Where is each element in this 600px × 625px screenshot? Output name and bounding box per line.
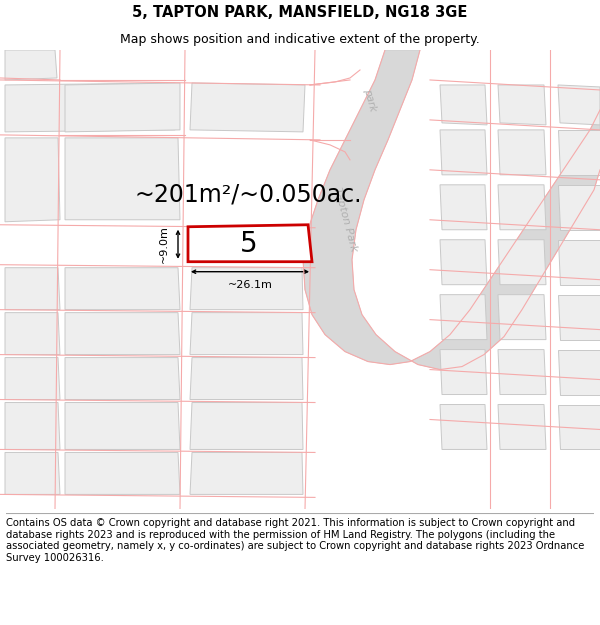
Polygon shape — [65, 452, 180, 494]
Polygon shape — [5, 312, 60, 354]
Polygon shape — [498, 85, 546, 125]
Polygon shape — [65, 83, 180, 132]
Text: ~9.0m: ~9.0m — [159, 225, 169, 263]
Text: 5, TAPTON PARK, MANSFIELD, NG18 3GE: 5, TAPTON PARK, MANSFIELD, NG18 3GE — [133, 5, 467, 20]
Polygon shape — [5, 268, 60, 309]
Polygon shape — [440, 185, 487, 230]
Polygon shape — [558, 130, 600, 175]
Polygon shape — [558, 85, 600, 125]
Text: 5: 5 — [240, 230, 258, 258]
Polygon shape — [188, 225, 312, 262]
Polygon shape — [558, 404, 600, 449]
Polygon shape — [5, 50, 57, 80]
Polygon shape — [65, 357, 180, 399]
Text: park: park — [362, 88, 378, 112]
Polygon shape — [190, 83, 305, 132]
Text: ~201m²/~0.050ac.: ~201m²/~0.050ac. — [134, 182, 362, 207]
Polygon shape — [558, 349, 600, 394]
Polygon shape — [440, 85, 487, 125]
Polygon shape — [498, 185, 546, 230]
Polygon shape — [65, 268, 180, 309]
Polygon shape — [190, 268, 303, 309]
Polygon shape — [440, 130, 487, 175]
Polygon shape — [498, 130, 546, 175]
Text: Map shows position and indicative extent of the property.: Map shows position and indicative extent… — [120, 32, 480, 46]
Polygon shape — [5, 452, 60, 494]
Polygon shape — [440, 294, 487, 339]
Polygon shape — [558, 185, 600, 230]
Text: Tapton Park: Tapton Park — [332, 187, 358, 253]
Polygon shape — [440, 349, 487, 394]
Text: ~26.1m: ~26.1m — [227, 279, 272, 289]
Polygon shape — [195, 230, 300, 257]
Polygon shape — [5, 357, 60, 399]
Polygon shape — [190, 357, 303, 399]
Polygon shape — [65, 312, 180, 354]
Polygon shape — [303, 50, 600, 369]
Polygon shape — [558, 240, 600, 284]
Polygon shape — [498, 349, 546, 394]
Polygon shape — [5, 83, 175, 132]
Polygon shape — [65, 402, 180, 449]
Polygon shape — [498, 294, 546, 339]
Polygon shape — [190, 402, 303, 449]
Polygon shape — [498, 404, 546, 449]
Polygon shape — [440, 404, 487, 449]
Polygon shape — [5, 138, 60, 222]
Polygon shape — [558, 294, 600, 339]
Polygon shape — [5, 402, 60, 449]
Polygon shape — [190, 312, 303, 354]
Polygon shape — [65, 138, 180, 220]
Polygon shape — [498, 240, 546, 284]
Polygon shape — [440, 240, 487, 284]
Polygon shape — [190, 452, 303, 494]
Text: Contains OS data © Crown copyright and database right 2021. This information is : Contains OS data © Crown copyright and d… — [6, 518, 584, 562]
